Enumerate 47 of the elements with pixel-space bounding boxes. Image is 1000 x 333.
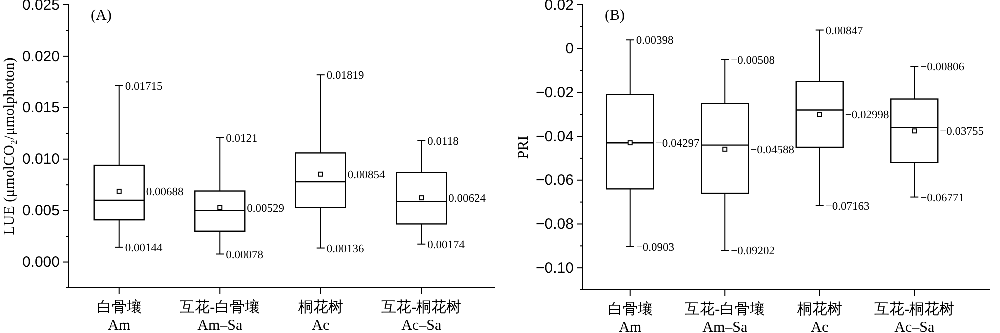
annotation: −0.02998 [845,110,890,122]
y-tick-label: 0.015 [22,100,60,117]
annotation: 0.01819 [326,70,364,82]
y-tick-label: −0.10 [536,260,574,277]
y-tick-label: −0.08 [536,216,574,234]
annotation: −0.04297 [656,138,700,150]
annotation: −0.09202 [731,246,776,258]
x-tick-label: 互花-白骨壤 Am–Sa [685,301,766,333]
y-tick-label: −0.04 [536,128,574,146]
x-tick-label: 互花-桐花树 Ac–Sa [382,299,462,333]
y-axis-title: LUE (μmolCO₂/μmolphoton) [2,58,18,236]
y-tick-label: 0 [566,40,574,58]
chart-title: (B) [605,8,625,24]
annotation: −0.04588 [750,144,795,156]
x-tick-label: 互花-桐花树 Ac–Sa [874,301,955,333]
annotation: 0.01715 [125,80,163,93]
y-tick-label: 0.010 [22,151,60,168]
y-tick-label: 0.020 [22,48,60,66]
y-tick-label: −0.02 [536,84,574,102]
y-tick-label: 0.005 [22,202,60,220]
annotation: 0.00174 [428,239,466,252]
annotation: −0.03755 [940,126,984,138]
annotation: 0.00398 [636,35,674,48]
annotation: 0.00847 [826,25,864,38]
annotation: 0.00688 [146,186,184,198]
x-tick-label: 桐花树 Ac [297,299,344,333]
annotation: 0.00529 [247,202,285,215]
annotation: 0.00136 [326,243,364,256]
y-tick-label: −0.06 [536,172,574,190]
chart-title: (A) [91,8,112,24]
annotation: 0.00854 [348,169,386,182]
y-axis-title: PRI [516,136,532,160]
y-tick-label: 0.000 [22,254,60,272]
x-tick-label: 互花-白骨壤 Am–Sa [180,299,260,333]
x-tick-label: 白骨壤 Am [96,299,142,333]
annotation: 0.00078 [226,249,264,262]
annotation: 0.00624 [448,193,486,206]
annotation: −0.00508 [731,55,776,68]
annotation: 0.0121 [226,132,258,145]
annotation: −0.00806 [920,62,965,74]
x-tick-label: 桐花树 Ac [796,301,842,333]
annotation: −0.0903 [636,242,675,254]
x-tick-label: 白骨壤 Am [608,301,653,333]
annotation: −0.07163 [826,200,870,213]
annotation: 0.00144 [125,242,163,254]
annotation: −0.06771 [920,192,965,204]
annotation: 0.0118 [428,136,460,148]
